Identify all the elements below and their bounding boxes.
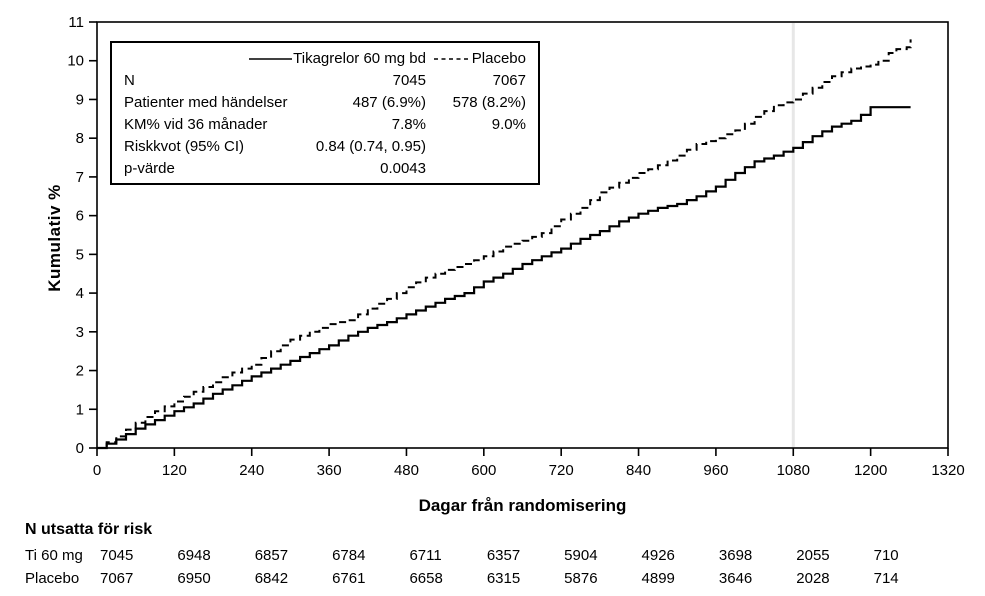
legend-box: Tikagrelor 60 mg bd Placebo N 7045 7067 Pat…	[110, 41, 540, 185]
x-tick-label: 480	[394, 462, 419, 479]
legend-stat-row: Riskkvot (95% CI) 0.84 (0.74, 0.95)	[124, 136, 526, 158]
x-tick-label: 0	[93, 462, 101, 479]
risk-value: 3646	[718, 570, 753, 587]
x-tick-label: 1080	[777, 462, 810, 479]
legend-series-placebo: Placebo	[426, 48, 526, 70]
risk-value: 714	[873, 570, 899, 587]
y-tick-label: 9	[76, 91, 84, 108]
risk-value: 7045	[100, 547, 134, 564]
risk-value: 6842	[254, 570, 289, 587]
legend-stat-value-tikagrelor: 0.0043	[380, 160, 426, 177]
y-tick-label: 8	[76, 130, 84, 147]
y-tick-label: 5	[76, 246, 84, 263]
risk-table-title: N utsatta för risk	[25, 521, 153, 538]
legend-stat-value-placebo: 578 (8.2%)	[452, 94, 526, 111]
legend-stat-label: N	[124, 72, 135, 89]
legend-stat-value-placebo: 9.0%	[491, 116, 526, 133]
legend-series-tikagrelor-label: Tikagrelor 60 mg bd	[293, 50, 426, 67]
x-tick-label: 360	[317, 462, 342, 479]
y-tick-label: 7	[76, 169, 84, 186]
legend-stat-row: Patienter med händelser 487 (6.9%) 578 (8.…	[124, 92, 526, 114]
plot-border	[96, 21, 949, 449]
risk-value: 6711	[409, 547, 442, 564]
risk-value: 4899	[641, 570, 675, 587]
y-tick-label: 10	[67, 53, 84, 70]
risk-row-label: Ti 60 mg	[25, 547, 83, 564]
risk-row-label: Placebo	[25, 570, 80, 587]
risk-value: 6761	[332, 570, 366, 587]
x-tick-label: 600	[471, 462, 496, 479]
legend-stat-value-tikagrelor: 487 (6.9%)	[352, 94, 426, 111]
risk-value: 4926	[641, 547, 675, 564]
risk-value: 2055	[796, 547, 830, 564]
legend-stat-label: p-värde	[124, 160, 175, 177]
risk-value: 6658	[409, 570, 443, 587]
risk-value: 6357	[486, 547, 521, 564]
legend-stat-value-tikagrelor: 7.8%	[391, 116, 426, 133]
risk-value: 5904	[564, 547, 598, 564]
risk-value: 6784	[332, 547, 366, 564]
x-tick-label: 1320	[931, 462, 964, 479]
x-tick-label: 240	[239, 462, 264, 479]
risk-value: 5876	[564, 570, 598, 587]
legend-stat-value-tikagrelor: 7045	[392, 72, 426, 89]
y-tick-label: 3	[76, 324, 84, 341]
solid-line-swatch-icon	[249, 58, 293, 60]
risk-value: 6857	[254, 547, 289, 564]
x-tick-label: 120	[162, 462, 187, 479]
risk-value: 2028	[796, 570, 830, 587]
legend-stat-row: KM% vid 36 månader 7.8% 9.0%	[124, 114, 526, 136]
legend-stat-label: Patienter med händelser	[124, 94, 288, 111]
risk-value: 710	[873, 547, 899, 564]
y-tick-label: 6	[76, 208, 84, 225]
risk-value: 6948	[177, 547, 211, 564]
y-tick-label: 1	[76, 401, 84, 418]
legend-series-placebo-label: Placebo	[471, 50, 526, 67]
x-tick-label: 960	[703, 462, 728, 479]
y-tick-label: 11	[68, 14, 84, 31]
legend-stats-rows: N 7045 7067 Patienter med händelser 487 (6.9…	[124, 70, 526, 180]
legend-stat-label: KM% vid 36 månader	[124, 116, 268, 133]
risk-value: 7067	[100, 570, 134, 587]
x-axis-title: Dagar från randomisering	[418, 496, 627, 515]
y-axis-title: Kumulativ %	[45, 184, 64, 292]
legend-stat-value-tikagrelor: 0.84 (0.74, 0.95)	[315, 138, 426, 155]
y-tick-label: 4	[76, 285, 84, 302]
y-tick-label: 0	[76, 440, 84, 457]
risk-value: 6315	[486, 570, 521, 587]
risk-value: 3698	[718, 547, 753, 564]
legend-header-row: Tikagrelor 60 mg bd Placebo	[124, 48, 526, 70]
legend-series-tikagrelor: Tikagrelor 60 mg bd	[124, 48, 426, 70]
x-tick-label: 840	[626, 462, 651, 479]
risk-value: 6950	[177, 570, 211, 587]
legend-stat-value-placebo: 7067	[492, 72, 526, 89]
y-tick-label: 2	[76, 363, 84, 380]
series-curve-tikagrelor-60-mg-bd	[97, 106, 911, 450]
legend-stat-row: p-värde 0.0043	[124, 158, 526, 180]
x-tick-label: 720	[549, 462, 574, 479]
legend-stat-row: N 7045 7067	[124, 70, 526, 92]
legend-stat-label: Riskkvot (95% CI)	[124, 138, 245, 155]
dashed-line-swatch-icon	[433, 58, 468, 60]
x-tick-label: 1200	[854, 462, 887, 479]
